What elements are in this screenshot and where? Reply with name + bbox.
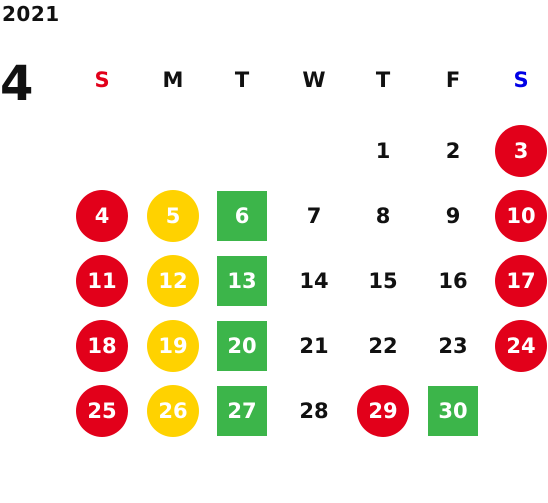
day-25[interactable]: 25	[76, 385, 128, 437]
day-13[interactable]: 13	[217, 256, 267, 306]
weekday-wednesday: W	[302, 68, 326, 92]
day-6[interactable]: 6	[217, 191, 267, 241]
month-label: 4	[0, 56, 34, 112]
weekday-friday: F	[445, 68, 461, 92]
day-16[interactable]: 16	[438, 269, 468, 293]
day-26[interactable]: 26	[147, 385, 199, 437]
day-7[interactable]: 7	[306, 204, 322, 228]
weekday-thursday: T	[375, 68, 391, 92]
day-14[interactable]: 14	[299, 269, 329, 293]
day-9[interactable]: 9	[445, 204, 461, 228]
day-20[interactable]: 20	[217, 321, 267, 371]
day-19[interactable]: 19	[147, 320, 199, 372]
weekday-sunday: S	[94, 68, 110, 92]
day-17[interactable]: 17	[495, 255, 547, 307]
day-1[interactable]: 1	[375, 139, 391, 163]
day-18[interactable]: 18	[76, 320, 128, 372]
day-2[interactable]: 2	[445, 139, 461, 163]
day-23[interactable]: 23	[438, 334, 468, 358]
day-28[interactable]: 28	[299, 399, 329, 423]
day-21[interactable]: 21	[299, 334, 329, 358]
day-29[interactable]: 29	[357, 385, 409, 437]
day-11[interactable]: 11	[76, 255, 128, 307]
day-12[interactable]: 12	[147, 255, 199, 307]
weekday-tuesday: T	[234, 68, 250, 92]
day-8[interactable]: 8	[375, 204, 391, 228]
day-27[interactable]: 27	[217, 386, 267, 436]
day-24[interactable]: 24	[495, 320, 547, 372]
day-3[interactable]: 3	[495, 125, 547, 177]
weekday-saturday: S	[513, 68, 529, 92]
day-4[interactable]: 4	[76, 190, 128, 242]
weekday-monday: M	[162, 68, 184, 92]
day-5[interactable]: 5	[147, 190, 199, 242]
day-22[interactable]: 22	[368, 334, 398, 358]
day-10[interactable]: 10	[495, 190, 547, 242]
day-15[interactable]: 15	[368, 269, 398, 293]
year-label: 2021	[2, 2, 60, 26]
day-30[interactable]: 30	[428, 386, 478, 436]
